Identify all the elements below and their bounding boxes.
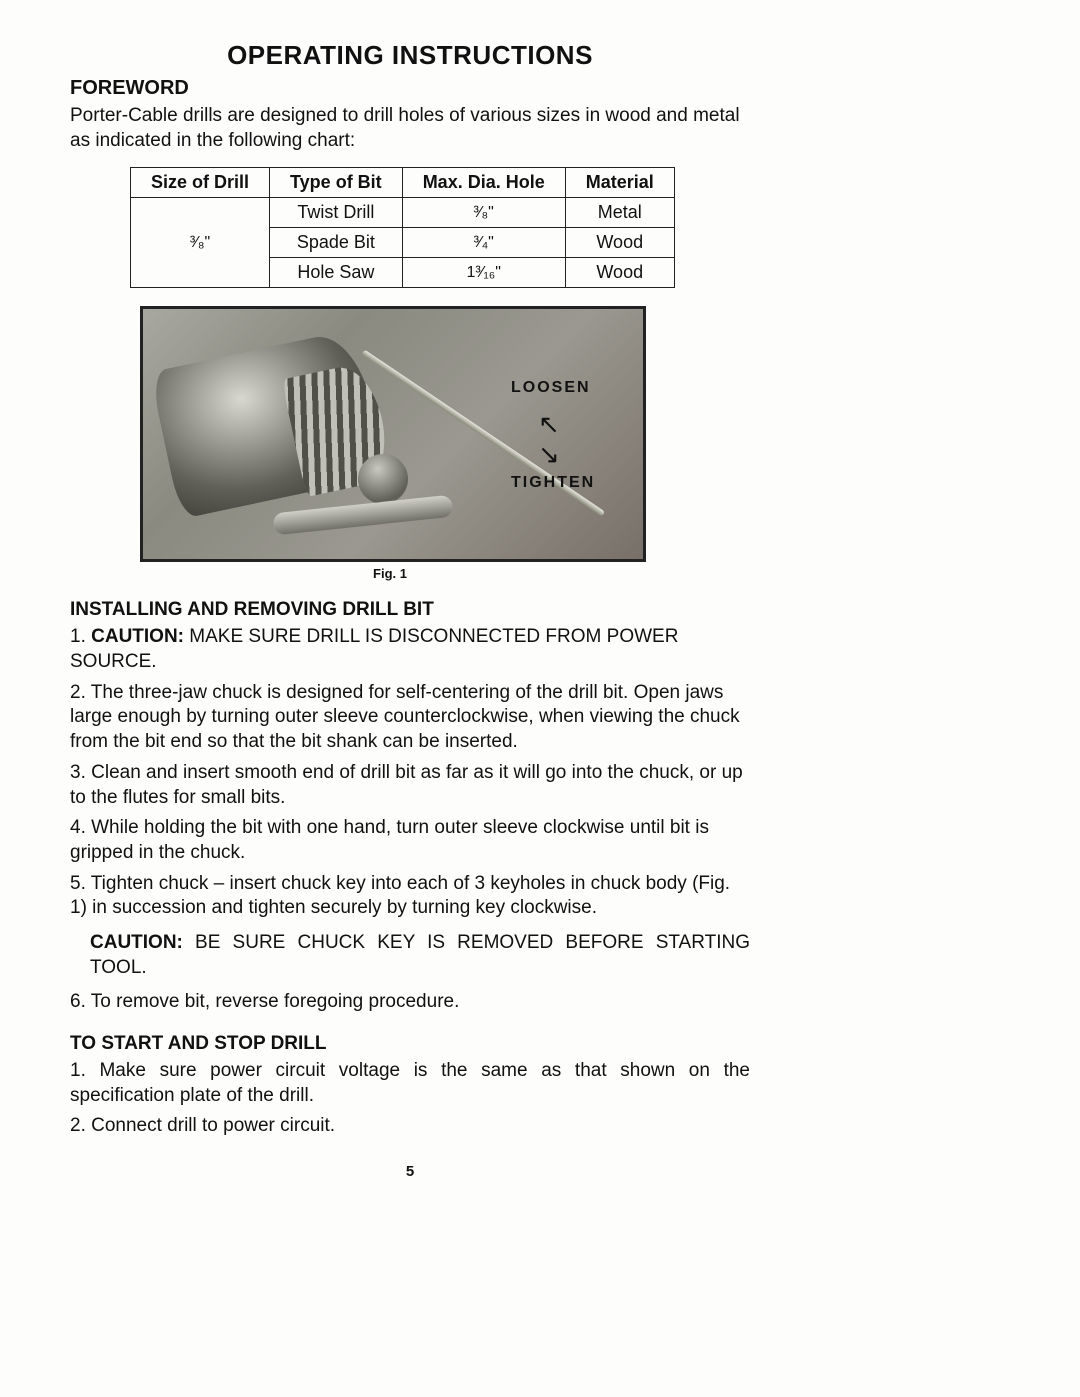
caution-text: BE SURE CHUCK KEY IS REMOVED BEFORE STAR… bbox=[90, 932, 750, 978]
caution-label: CAUTION: bbox=[91, 626, 184, 647]
arrow-tighten-icon: ↘ bbox=[538, 439, 560, 470]
foreword-text: Porter-Cable drills are designed to dril… bbox=[70, 104, 750, 153]
caution-block: CAUTION: BE SURE CHUCK KEY IS REMOVED BE… bbox=[90, 931, 750, 980]
col-size: Size of Drill bbox=[131, 168, 270, 198]
arrow-loosen-icon: ↖ bbox=[538, 409, 560, 440]
foreword-heading: FOREWORD bbox=[70, 77, 750, 100]
figure-label-loosen: LOOSEN bbox=[511, 379, 591, 397]
cell-hole: ³⁄₈" bbox=[402, 198, 565, 228]
cell-size: ³⁄₈" bbox=[131, 198, 270, 288]
chuck-key-gear-illustration bbox=[358, 454, 408, 504]
chuck-key-handle-illustration bbox=[272, 495, 453, 536]
figure-label-tighten: TIGHTEN bbox=[511, 474, 595, 492]
manual-page: OPERATING INSTRUCTIONS FOREWORD Porter-C… bbox=[0, 0, 820, 1220]
start-step-2: 2. Connect drill to power circuit. bbox=[70, 1114, 750, 1139]
page-number: 5 bbox=[70, 1163, 750, 1180]
page-title: OPERATING INSTRUCTIONS bbox=[70, 40, 750, 71]
step1-prefix: 1. bbox=[70, 626, 91, 647]
figure-1-wrap: LOOSEN ↖ ↘ TIGHTEN Fig. 1 bbox=[140, 306, 640, 581]
start-step-1: 1. Make sure power circuit voltage is th… bbox=[70, 1059, 750, 1108]
table-row: ³⁄₈" Twist Drill ³⁄₈" Metal bbox=[131, 198, 675, 228]
install-step-5: 5. Tighten chuck – insert chuck key into… bbox=[70, 872, 750, 921]
cell-material: Wood bbox=[565, 258, 674, 288]
caution-label: CAUTION: bbox=[90, 932, 183, 953]
install-step-3: 3. Clean and insert smooth end of drill … bbox=[70, 761, 750, 810]
cell-bit: Twist Drill bbox=[270, 198, 403, 228]
install-step-1: 1. CAUTION: MAKE SURE DRILL IS DISCONNEC… bbox=[70, 625, 750, 674]
cell-bit: Spade Bit bbox=[270, 228, 403, 258]
table-header-row: Size of Drill Type of Bit Max. Dia. Hole… bbox=[131, 168, 675, 198]
install-step-6: 6. To remove bit, reverse foregoing proc… bbox=[70, 990, 750, 1015]
cell-hole: ³⁄₄" bbox=[402, 228, 565, 258]
install-step-4: 4. While holding the bit with one hand, … bbox=[70, 816, 750, 865]
cell-material: Wood bbox=[565, 228, 674, 258]
figure-caption: Fig. 1 bbox=[140, 566, 640, 581]
cell-hole: 1³⁄₁₆" bbox=[402, 258, 565, 288]
col-material: Material bbox=[565, 168, 674, 198]
col-bit: Type of Bit bbox=[270, 168, 403, 198]
col-hole: Max. Dia. Hole bbox=[402, 168, 565, 198]
install-step-2: 2. The three-jaw chuck is designed for s… bbox=[70, 681, 750, 755]
figure-1: LOOSEN ↖ ↘ TIGHTEN bbox=[140, 306, 646, 562]
start-heading: TO START AND STOP DRILL bbox=[70, 1033, 750, 1055]
install-heading: INSTALLING AND REMOVING DRILL BIT bbox=[70, 599, 750, 621]
cell-material: Metal bbox=[565, 198, 674, 228]
cell-bit: Hole Saw bbox=[270, 258, 403, 288]
drill-spec-table: Size of Drill Type of Bit Max. Dia. Hole… bbox=[130, 167, 675, 288]
